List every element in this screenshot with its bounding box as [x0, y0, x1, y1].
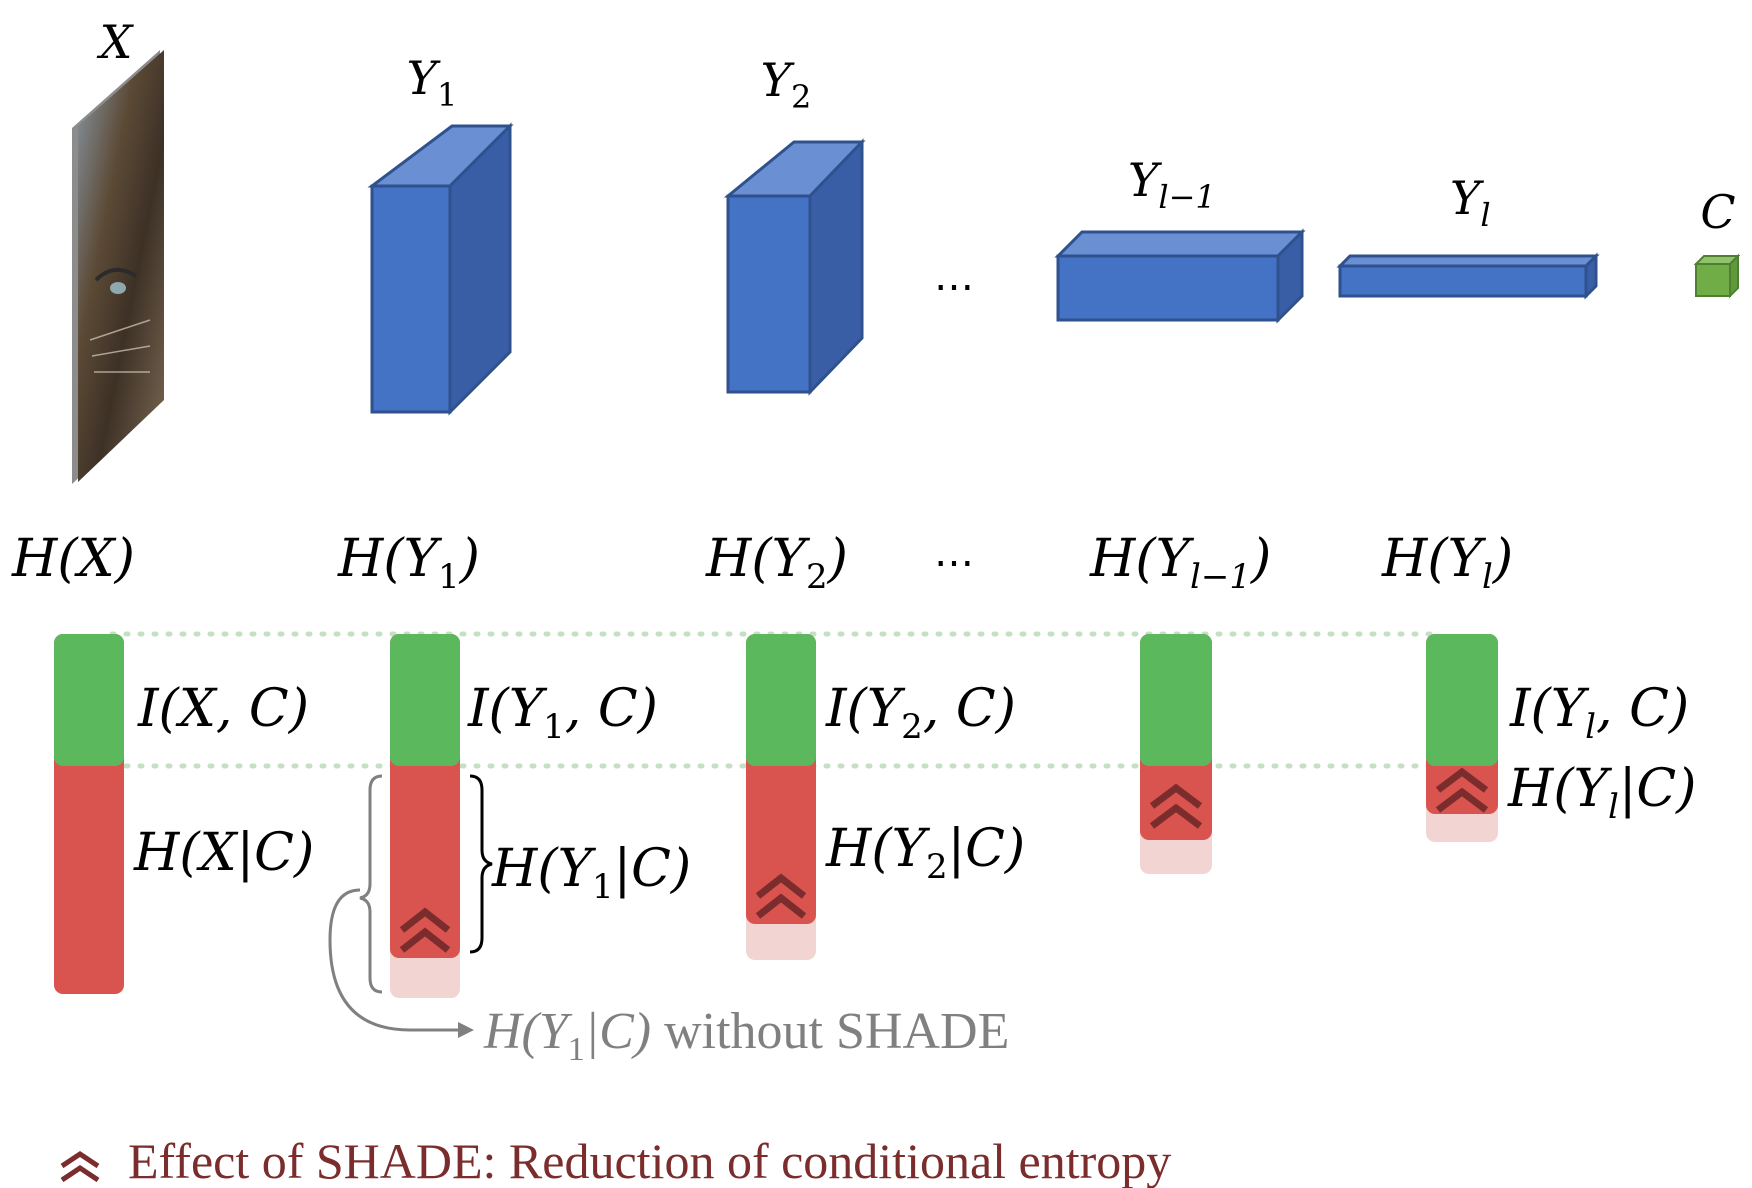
layer-ylm1-block — [1054, 228, 1306, 324]
bar-x-mutual — [54, 634, 124, 766]
output-cube — [1693, 253, 1741, 299]
entropy-ellipsis: … — [934, 530, 974, 576]
bar-ylm1-mutual — [1140, 634, 1212, 766]
label-iy1c: I(Y1, C) — [467, 679, 658, 747]
legend: Effect of SHADE: Reduction of conditiona… — [60, 1133, 1171, 1188]
bar-x — [54, 634, 124, 994]
label-hxc: H(X|C) — [133, 823, 314, 883]
annotation-arrow-line — [328, 888, 462, 1032]
layer-yl-block — [1336, 252, 1600, 300]
label-ixc: I(X, C) — [137, 679, 309, 739]
legend-text: Effect of SHADE: Reduction of conditiona… — [128, 1133, 1171, 1188]
label-iy2c: I(Y2, C) — [825, 679, 1016, 747]
bar-yl — [1426, 634, 1498, 842]
entropy-hx: H(X) — [11, 529, 135, 589]
arrow-head-icon — [458, 1022, 474, 1038]
label-iylc: I(Yl, C) — [1509, 679, 1689, 747]
bar-ylm1 — [1140, 634, 1212, 874]
chevron-icon — [755, 873, 807, 919]
layer-y2-cube — [723, 138, 866, 396]
layer-y1-cube — [367, 122, 514, 416]
bar-y2-mutual — [746, 634, 816, 766]
bar-yl-mutual — [1426, 634, 1498, 766]
entropy-hylm1: H(Yl−1) — [1089, 529, 1271, 597]
left-brace-icon — [359, 774, 383, 994]
chevron-icon — [1149, 783, 1203, 829]
right-brace-icon — [469, 774, 493, 954]
annotation-without-shade: H(Y1|C) without SHADE — [483, 1003, 1009, 1068]
layer-yl-label: Yl — [1450, 171, 1491, 234]
layer-y2-label: Y2 — [761, 53, 812, 116]
label-hylc: H(Yl|C) — [1507, 759, 1696, 827]
output-label: C — [1700, 185, 1735, 239]
bar-y2 — [746, 634, 816, 960]
layers-ellipsis: … — [934, 254, 974, 300]
layer-y1-label: Y1 — [407, 51, 458, 114]
label-hy1c: H(Y1|C) — [491, 839, 691, 907]
chevron-icon — [399, 907, 451, 953]
entropy-hyl: H(Yl) — [1381, 529, 1513, 597]
input-image — [72, 50, 164, 484]
label-hy2c: H(Y2|C) — [825, 819, 1025, 887]
bar-y1 — [390, 634, 460, 998]
bar-y1-mutual — [390, 634, 460, 766]
chevron-icon — [1435, 767, 1489, 813]
entropy-hy2: H(Y2) — [705, 529, 848, 597]
chevron-icon — [60, 1150, 100, 1183]
layer-ylm1-label: Yl−1 — [1128, 153, 1216, 216]
input-label: X — [97, 15, 135, 69]
entropy-hy1: H(Y1) — [337, 529, 480, 597]
